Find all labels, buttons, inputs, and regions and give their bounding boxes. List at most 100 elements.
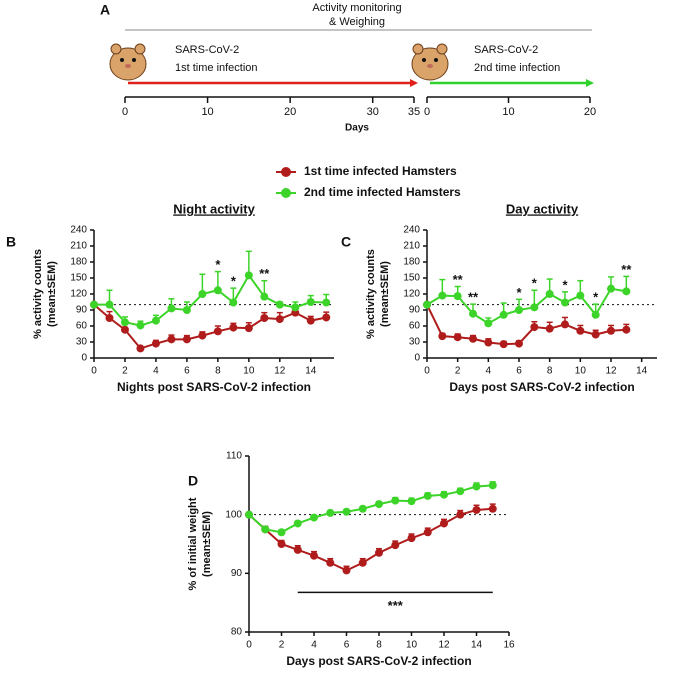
x-tick-label: 16 xyxy=(503,640,515,651)
x-tick-label: 10 xyxy=(502,106,514,118)
x-tick-label: 6 xyxy=(516,366,522,377)
x-tick-label: 10 xyxy=(575,366,587,377)
x-axis-label: Days post SARS-CoV-2 infection xyxy=(286,654,471,668)
chart-title: Night activity xyxy=(173,201,255,216)
x-tick-label: 4 xyxy=(486,366,492,377)
x-tick-label: 0 xyxy=(122,106,128,118)
data-point xyxy=(261,525,270,534)
x-tick-label: 10 xyxy=(201,106,213,118)
significance-label: ** xyxy=(453,272,464,287)
data-point xyxy=(277,540,286,548)
data-point xyxy=(423,528,432,537)
data-point xyxy=(358,504,367,513)
legend-marker xyxy=(281,188,291,198)
data-point xyxy=(545,290,554,298)
significance-label: ** xyxy=(621,262,632,277)
panel-label: B xyxy=(6,234,16,250)
y-tick-label: 120 xyxy=(403,289,420,300)
timeline-title: Activity monitoring xyxy=(312,2,401,14)
data-point xyxy=(438,332,447,341)
panel-label: A xyxy=(100,2,110,18)
data-point xyxy=(591,330,600,339)
data-point xyxy=(488,504,497,513)
data-point xyxy=(530,323,539,332)
significance-label: * xyxy=(516,285,522,300)
legend-marker xyxy=(281,167,291,177)
significance-label: * xyxy=(532,276,538,291)
data-point xyxy=(151,339,160,348)
x-tick-label: 0 xyxy=(424,366,430,377)
x-tick-label: 4 xyxy=(311,640,317,651)
panel-label: C xyxy=(341,234,351,250)
x-tick-label: 12 xyxy=(274,366,286,377)
y-tick-label: 150 xyxy=(403,273,420,284)
data-point xyxy=(423,491,432,500)
legend-label: 2nd time infected Hamsters xyxy=(304,185,461,199)
data-point xyxy=(407,534,416,543)
y-tick-label: 180 xyxy=(403,257,420,268)
data-point xyxy=(213,286,222,295)
significance-label: * xyxy=(562,277,568,292)
legend-label: 1st time infected Hamsters xyxy=(304,164,457,178)
data-point xyxy=(306,316,315,325)
data-point xyxy=(244,324,253,333)
y-tick-label: 0 xyxy=(81,353,87,364)
data-point xyxy=(310,513,318,522)
x-axis-label: Days post SARS-CoV-2 infection xyxy=(449,380,634,394)
data-point xyxy=(90,300,98,309)
y-tick-label: 240 xyxy=(403,225,420,236)
y-tick-label: 150 xyxy=(70,273,87,284)
data-point xyxy=(561,320,569,329)
x-tick-label: 10 xyxy=(243,366,255,377)
infection-label: 2nd time infection xyxy=(474,62,560,74)
data-point xyxy=(120,325,129,334)
data-point xyxy=(310,551,318,560)
data-point xyxy=(260,314,269,322)
data-point xyxy=(293,519,302,528)
data-point xyxy=(622,325,631,334)
x-tick-label: 35 xyxy=(408,106,420,118)
x-tick-label: 8 xyxy=(215,366,221,377)
data-point xyxy=(484,319,493,328)
x-tick-label: 6 xyxy=(344,640,350,651)
panel-label: D xyxy=(188,473,198,489)
data-point xyxy=(182,306,191,314)
significance-label: ** xyxy=(259,266,270,281)
data-point xyxy=(545,324,554,333)
infection-label: SARS-CoV-2 xyxy=(175,44,239,56)
x-tick-label: 0 xyxy=(246,640,252,651)
x-tick-label: 0 xyxy=(91,366,97,377)
data-point xyxy=(326,558,335,567)
x-axis-label: Days xyxy=(345,123,369,134)
data-point xyxy=(515,339,523,348)
data-point xyxy=(440,490,448,499)
data-point xyxy=(260,292,269,301)
data-point xyxy=(245,510,253,519)
data-point xyxy=(472,482,481,491)
data-point xyxy=(375,500,383,509)
data-point xyxy=(306,298,315,306)
y-tick-label: 60 xyxy=(76,321,88,332)
data-point xyxy=(105,300,114,309)
infection-label: SARS-CoV-2 xyxy=(474,44,538,56)
series-line xyxy=(94,273,327,327)
x-tick-label: 30 xyxy=(367,106,379,118)
y-axis-label: % activity counts xyxy=(365,249,377,339)
x-tick-label: 2 xyxy=(455,366,461,377)
data-point xyxy=(105,314,114,322)
x-tick-label: 12 xyxy=(605,366,617,377)
data-point xyxy=(275,300,284,309)
data-point xyxy=(515,306,523,314)
data-point xyxy=(391,541,400,550)
y-tick-label: 240 xyxy=(70,225,87,236)
y-tick-label: 210 xyxy=(403,241,420,252)
data-point xyxy=(440,519,448,528)
data-point xyxy=(151,316,160,325)
y-axis-label: % of initial weight xyxy=(187,497,199,590)
data-point xyxy=(561,298,569,307)
arrow-head xyxy=(586,79,594,87)
x-tick-label: 10 xyxy=(406,640,418,651)
significance-label: * xyxy=(593,290,599,305)
data-point xyxy=(322,313,331,322)
series-line xyxy=(248,507,493,572)
